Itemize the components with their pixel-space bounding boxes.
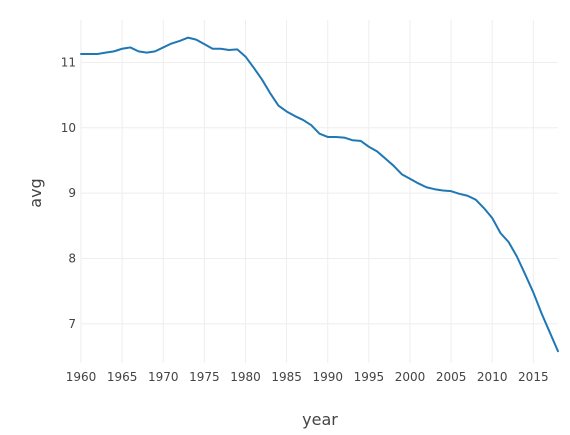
x-tick-label: 1960 xyxy=(66,370,97,384)
x-tick-label: 1975 xyxy=(189,370,220,384)
x-tick-label: 2000 xyxy=(395,370,426,384)
x-gridlines xyxy=(80,20,534,363)
x-tick-label: 1970 xyxy=(148,370,179,384)
x-tick-label: 2015 xyxy=(518,370,549,384)
y-tick-label: 9 xyxy=(68,186,76,200)
x-tick-label: 2005 xyxy=(436,370,467,384)
x-axis-title: year xyxy=(302,410,338,429)
y-axis-ticks: 7 8 9 10 11 xyxy=(61,55,76,330)
x-tick-label: 1990 xyxy=(312,370,343,384)
x-tick-label: 1995 xyxy=(354,370,385,384)
y-tick-label: 11 xyxy=(61,55,76,69)
y-tick-label: 10 xyxy=(61,121,76,135)
y-tick-label: 7 xyxy=(68,317,76,331)
x-tick-label: 1985 xyxy=(271,370,302,384)
y-gridlines xyxy=(81,61,558,325)
x-tick-label: 1980 xyxy=(230,370,261,384)
x-axis-ticks: 1960 1965 1970 1975 1980 1985 1990 1995 2000 2005… xyxy=(66,370,549,384)
x-tick-label: 2010 xyxy=(477,370,508,384)
y-tick-label: 8 xyxy=(68,251,76,265)
avg-series-line xyxy=(80,36,559,353)
x-tick-label: 1965 xyxy=(107,370,138,384)
y-axis-title: avg xyxy=(26,178,45,207)
